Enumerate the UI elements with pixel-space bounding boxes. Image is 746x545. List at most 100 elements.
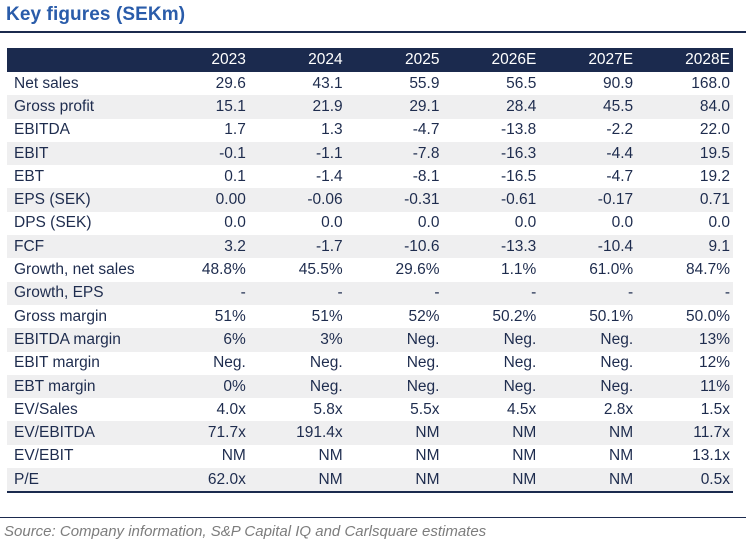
cell-value: NM [512, 447, 537, 465]
cell-value: 4.5x [507, 400, 537, 418]
cell-value: - [627, 284, 634, 302]
cell-value: -16.3 [500, 144, 537, 162]
cell-value: Neg. [406, 377, 440, 395]
cell-value: 45.5 [602, 97, 634, 115]
cell-value: 5.5x [410, 400, 440, 418]
cell-value: 2.8x [603, 400, 634, 418]
cell-value: 1.5x [700, 400, 730, 418]
cell-value: 6% [223, 330, 246, 348]
row-label: Net sales [14, 74, 79, 92]
cell-value: 50.0% [686, 307, 730, 325]
cell-value: NM [415, 424, 440, 442]
cell-value: Neg. [503, 354, 537, 372]
cell-value: 3.2 [224, 237, 246, 255]
cell-value: Neg. [503, 377, 537, 395]
key-figures-table: 2023 2024 2025 2026E 2027E 2028E Net sales 29… [7, 48, 733, 494]
cell-value: -13.8 [500, 121, 537, 139]
row-label: EV/EBITDA [14, 424, 95, 442]
row-label: P/E [14, 470, 39, 488]
table-row: Growth, net sales 48.8% 45.5% 29.6% 1.1% 61.… [7, 258, 733, 281]
row-label: Growth, net sales [14, 261, 135, 279]
row-label: DPS (SEK) [14, 214, 92, 232]
table-row: EBT margin 0% Neg. Neg. Neg. Neg. 11% [7, 374, 733, 399]
cell-value: Neg. [213, 354, 246, 372]
cell-value: 0.00 [215, 191, 246, 209]
title-rule [0, 31, 746, 33]
table-row: EBIT margin Neg. Neg. Neg. Neg. Neg. 12% [7, 352, 733, 375]
cell-value: -10.4 [597, 237, 634, 255]
cell-value: 29.6% [395, 261, 440, 279]
cell-value: -0.61 [500, 191, 537, 209]
cell-value: NM [512, 424, 537, 442]
cell-value: NM [318, 470, 343, 488]
row-label: EBITDA [14, 121, 70, 139]
source-note: Source: Company information, S&P Capital… [4, 523, 487, 541]
cell-value: NM [415, 447, 440, 465]
cell-value: 22.0 [699, 121, 730, 139]
cell-value: Neg. [600, 354, 634, 372]
cell-value: NM [609, 424, 634, 442]
cell-value: 1.7 [224, 121, 246, 139]
cell-value: 19.2 [699, 167, 730, 185]
cell-value: 50.2% [492, 307, 537, 325]
cell-value: 56.5 [506, 74, 537, 92]
table-row: EV/Sales 4.0x 5.8x 5.5x 4.5x 2.8x 1.5x [7, 398, 733, 421]
cell-value: -4.7 [412, 121, 440, 139]
row-label: EBITDA margin [14, 330, 121, 348]
row-label: EPS (SEK) [14, 191, 91, 209]
cell-value: Neg. [406, 354, 440, 372]
row-label: EBIT [14, 144, 49, 162]
cell-value: 1.1% [500, 261, 537, 279]
column-header: 2025 [345, 48, 443, 72]
cell-value: -10.6 [404, 237, 440, 255]
cell-value: 168.0 [691, 74, 730, 92]
cell-value: -1.4 [315, 167, 343, 185]
cell-value: Neg. [600, 377, 634, 395]
cell-value: 0.0 [514, 214, 537, 232]
cell-value: 13.1x [692, 447, 730, 465]
cell-value: -0.06 [307, 191, 343, 209]
cell-value: 5.8x [313, 400, 343, 418]
table-row: EBITDA margin 6% 3% Neg. Neg. Neg. 13% [7, 328, 733, 352]
cell-value: - [724, 284, 730, 302]
table-row: EV/EBIT NM NM NM NM NM 13.1x [7, 445, 733, 468]
cell-value: 51% [311, 307, 343, 325]
cell-value: NM [609, 470, 634, 488]
table-row: Gross profit 15.1 21.9 29.1 28.4 45.5 84.0 [7, 95, 733, 119]
cell-value: 28.4 [506, 97, 537, 115]
cell-value: 0.5x [700, 470, 730, 488]
label-column-header [7, 48, 152, 72]
table-row: Growth, EPS - - - - - - [7, 281, 733, 305]
column-header: 2023 [152, 48, 249, 72]
cell-value: 9.1 [708, 237, 730, 255]
cell-value: 71.7x [207, 424, 246, 442]
table-row: Gross margin 51% 51% 52% 50.2% 50.1% 50.0% [7, 305, 733, 328]
cell-value: -0.1 [219, 144, 246, 162]
cell-value: -13.3 [500, 237, 537, 255]
cell-value: Neg. [503, 330, 537, 348]
cell-value: 29.1 [409, 97, 440, 115]
cell-value: 0% [223, 377, 246, 395]
table-row: Net sales 29.6 43.1 55.9 56.5 90.9 168.0 [7, 72, 733, 95]
table-row: P/E 62.0x NM NM NM NM 0.5x [7, 468, 733, 493]
cell-value: 51% [214, 307, 246, 325]
cell-value: 0.0 [708, 214, 730, 232]
row-label: FCF [14, 237, 45, 255]
cell-value: 0.71 [699, 191, 730, 209]
cell-value: 11% [700, 377, 730, 395]
cell-value: -7.8 [412, 144, 440, 162]
cell-value: -16.5 [500, 167, 537, 185]
column-header: 2026E [442, 48, 540, 72]
page-title: Key figures (SEKm) [6, 4, 186, 25]
table-row: EBIT -0.1 -1.1 -7.8 -16.3 -4.4 19.5 [7, 141, 733, 166]
cell-value: 84.0 [699, 97, 730, 115]
cell-value: 90.9 [602, 74, 634, 92]
row-label: EBT margin [14, 377, 96, 395]
cell-value: NM [609, 447, 634, 465]
column-header: 2028E [636, 48, 733, 72]
cell-value: 191.4x [296, 424, 343, 442]
cell-value: 0.0 [417, 214, 440, 232]
table-header-row: 2023 2024 2025 2026E 2027E 2028E [7, 48, 733, 72]
column-header: 2024 [248, 48, 346, 72]
